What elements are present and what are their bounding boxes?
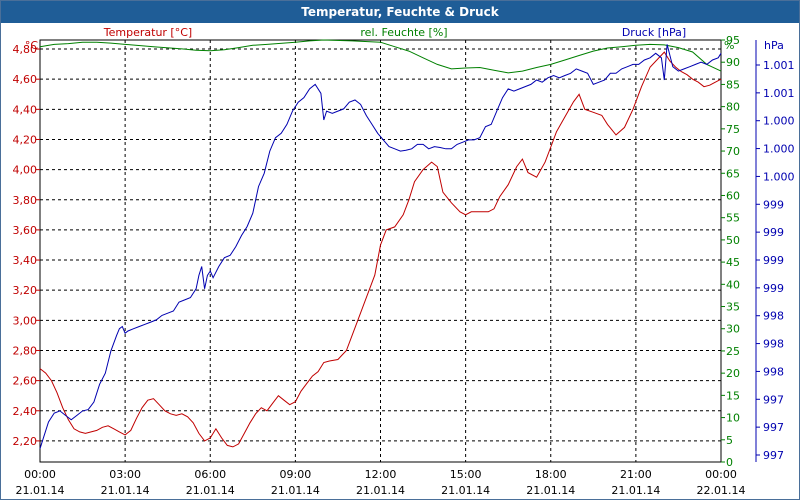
series-layer (39, 39, 722, 449)
humidity-tick-label: 35 (726, 301, 740, 314)
temperature-legend-label: Temperatur [°C] (103, 26, 192, 39)
humidity-tick-label: 0 (726, 456, 733, 469)
pressure-tick-label: 997 (763, 421, 784, 434)
humidity-tick-label: 70 (726, 145, 740, 158)
humidity-tick-label: 10 (726, 412, 740, 425)
temperature-tick-label: 2,80 (13, 344, 38, 357)
humidity-tick-label: 40 (726, 278, 740, 291)
pressure-series-line (39, 44, 722, 449)
humidity-tick-label: 5 (726, 434, 733, 447)
humidity-series-line (39, 39, 722, 74)
x-tick-date: 21.01.14 (441, 484, 490, 497)
pressure-tick-label: 1.001 (763, 59, 795, 72)
temperature-tick-label: 4,60 (13, 73, 38, 86)
temperature-tick-label: 3,80 (13, 194, 38, 207)
x-tick-date: 21.01.14 (611, 484, 660, 497)
x-tick-time: 12:00 (365, 468, 397, 481)
humidity-tick-label: 55 (726, 212, 740, 225)
grid-layer (39, 39, 722, 463)
x-tick-date: 21.01.14 (16, 484, 65, 497)
x-tick-time: 00:00 (705, 468, 737, 481)
temperature-series-line (39, 51, 722, 448)
humidity-tick-label: 90 (726, 56, 740, 69)
pressure-tick-label: 998 (763, 338, 784, 351)
x-tick-date: 21.01.14 (101, 484, 150, 497)
temperature-tick-label: 3,40 (13, 254, 38, 267)
temperature-tick-label: 2,20 (13, 435, 38, 448)
temperature-tick-label: 2,60 (13, 375, 38, 388)
humidity-tick-label: 20 (726, 367, 740, 380)
x-tick-date: 21.01.14 (526, 484, 575, 497)
x-tick-time: 18:00 (535, 468, 567, 481)
pressure-tick-label: 999 (763, 198, 784, 211)
pressure-tick-label: 999 (763, 282, 784, 295)
humidity-axis-unit: % (724, 39, 734, 52)
humidity-tick-label: 75 (726, 123, 740, 136)
axis-layer: 00:00 21.01.14 03:00 21.01.14 06:00 21.01.14 0… (13, 34, 795, 497)
pressure-tick-label: 1.001 (763, 87, 795, 100)
pressure-tick-label: 1.000 (763, 115, 795, 128)
temperature-tick-label: 3,00 (13, 314, 38, 327)
humidity-tick-label: 15 (726, 389, 740, 402)
humidity-tick-label: 45 (726, 256, 740, 269)
humidity-tick-label: 30 (726, 323, 740, 336)
humidity-tick-label: 85 (726, 78, 740, 91)
temperature-tick-label: 4,20 (13, 133, 38, 146)
temperature-tick-label: 4,80 (13, 43, 38, 56)
x-tick-date: 21.01.14 (271, 484, 320, 497)
x-tick-date: 22.01.14 (697, 484, 746, 497)
x-tick-time: 00:00 (24, 468, 56, 481)
humidity-tick-label: 25 (726, 345, 740, 358)
x-tick-time: 03:00 (109, 468, 141, 481)
pressure-tick-label: 998 (763, 310, 784, 323)
temperature-axis-unit: °C (25, 39, 39, 52)
chart-title: Temperatur, Feuchte & Druck (1, 1, 799, 23)
x-tick-date: 21.01.14 (356, 484, 405, 497)
pressure-tick-label: 998 (763, 365, 784, 378)
temperature-tick-label: 4,40 (13, 103, 38, 116)
humidity-tick-label: 60 (726, 189, 740, 202)
x-tick-time: 21:00 (620, 468, 652, 481)
pressure-tick-label: 997 (763, 449, 784, 462)
temperature-tick-label: 4,00 (13, 164, 38, 177)
humidity-tick-label: 65 (726, 167, 740, 180)
temperature-tick-label: 3,60 (13, 224, 38, 237)
humidity-tick-label: 80 (726, 101, 740, 114)
pressure-legend-label: Druck [hPa] (622, 26, 686, 39)
x-tick-date: 21.01.14 (186, 484, 235, 497)
temperature-tick-label: 3,20 (13, 284, 38, 297)
x-tick-time: 06:00 (194, 468, 226, 481)
pressure-tick-label: 1.000 (763, 143, 795, 156)
pressure-axis-unit: hPa (764, 39, 784, 52)
humidity-legend-label: rel. Feuchte [%] (360, 26, 447, 39)
x-tick-time: 09:00 (280, 468, 312, 481)
humidity-tick-label: 95 (726, 34, 740, 47)
x-tick-time: 15:00 (450, 468, 482, 481)
pressure-tick-label: 1.000 (763, 170, 795, 183)
temperature-tick-label: 2,40 (13, 405, 38, 418)
humidity-tick-label: 50 (726, 234, 740, 247)
pressure-tick-label: 999 (763, 254, 784, 267)
pressure-tick-label: 999 (763, 226, 784, 239)
pressure-tick-label: 997 (763, 393, 784, 406)
